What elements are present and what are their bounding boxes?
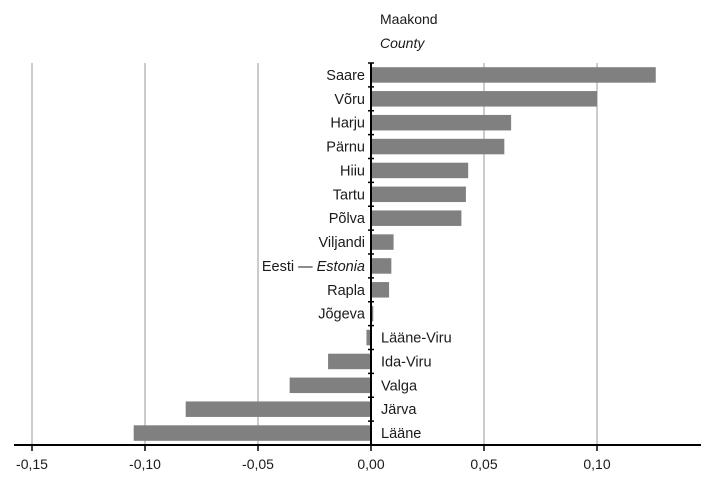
x-tick-labels: -0,15 -0,10 -0,05 0,00 0,05 0,10 [16, 456, 611, 472]
category-label-1: Võru [334, 92, 365, 108]
category-label-13: Valga [381, 378, 418, 394]
category-label-10: Jõgeva [318, 307, 366, 323]
category-label-15: Lääne [381, 426, 421, 442]
bars [133, 67, 656, 441]
bar-3 [371, 138, 505, 155]
bar-2 [371, 114, 512, 131]
x-tick-label-1: -0,10 [129, 456, 161, 472]
bar-12 [328, 353, 371, 370]
category-label-2: Harju [330, 116, 365, 132]
bar-0 [371, 67, 656, 83]
axis-title-line2: County [380, 35, 425, 51]
x-tick-label-5: 0,10 [583, 456, 610, 472]
bar-14 [185, 401, 371, 417]
bar-6 [371, 210, 462, 226]
category-label-14: Järva [381, 402, 417, 418]
bar-7 [371, 234, 394, 250]
x-tick-label-4: 0,05 [470, 456, 497, 472]
bar-9 [371, 282, 390, 298]
category-label-12: Ida-Viru [381, 354, 432, 370]
x-tick-label-0: -0,15 [16, 456, 48, 472]
category-label-6: Põlva [329, 211, 366, 227]
bar-4 [371, 162, 469, 179]
category-label-9: Rapla [327, 283, 366, 299]
bar-15 [133, 425, 371, 441]
category-label-0: Saare [326, 68, 365, 84]
x-tick-label-3: 0,00 [357, 456, 384, 472]
bar-13 [289, 377, 371, 394]
x-tick-label-2: -0,05 [242, 456, 274, 472]
category-label-3: Pärnu [326, 140, 365, 156]
axes [14, 62, 701, 451]
axis-title-line1: Maakond [380, 11, 438, 27]
bar-5 [371, 186, 466, 203]
category-label-7: Viljandi [319, 235, 366, 251]
category-label-4: Hiiu [340, 163, 365, 179]
category-labels: Saare Võru Harju Pärnu Hiiu Tartu Põlva Viljand… [262, 68, 452, 442]
category-label-11: Lääne-Viru [381, 331, 452, 347]
bar-11 [366, 329, 371, 346]
category-label-8: Eesti — Estonia [262, 259, 365, 275]
bar-1 [371, 91, 597, 107]
bar-10 [371, 305, 374, 322]
bar-8 [371, 258, 392, 274]
category-label-5: Tartu [333, 187, 365, 203]
